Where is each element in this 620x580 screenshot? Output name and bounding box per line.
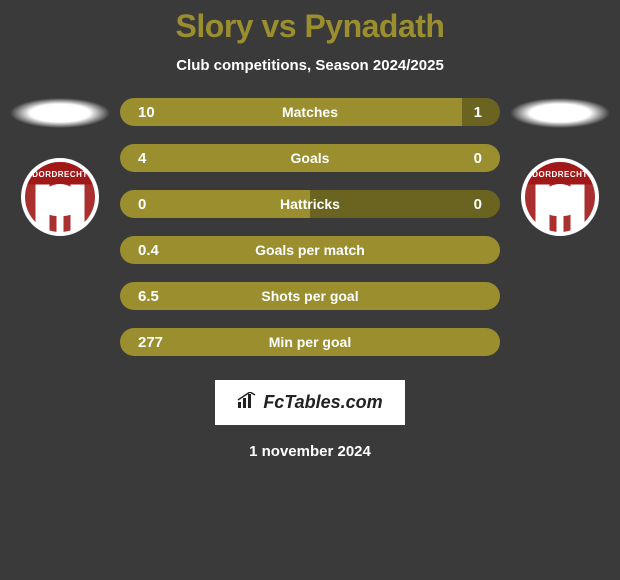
stat-left-value: 6.5 (138, 288, 178, 305)
club-left-logo-bg: DORDRECHT (25, 162, 95, 232)
club-right-logo-bg: DORDRECHT (525, 162, 595, 232)
club-left-logo-text: DORDRECHT (25, 170, 95, 179)
comparison-card: Slory vs Pynadath Club competitions, Sea… (0, 0, 620, 580)
stat-left-value: 277 (138, 334, 178, 351)
club-left-logo-mascot (41, 184, 79, 216)
stat-right-value: 0 (442, 150, 482, 167)
chart-icon (237, 392, 257, 413)
player-right-avatar (510, 98, 610, 128)
main-row: DORDRECHT 10 Matches 1 4 Goals 0 0 Hattr… (0, 98, 620, 356)
footer-brand-badge[interactable]: FcTables.com (215, 380, 404, 425)
player-right-col: DORDRECHT (500, 98, 620, 236)
stat-label: Min per goal (178, 334, 442, 350)
stat-left-value: 0 (138, 196, 178, 213)
club-right-logo-mascot (541, 184, 579, 216)
stat-row-goals-per-match: 0.4 Goals per match (120, 236, 500, 264)
stat-left-value: 0.4 (138, 242, 178, 259)
stat-label: Goals (178, 150, 442, 166)
stat-row-shots-per-goal: 6.5 Shots per goal (120, 282, 500, 310)
page-title: Slory vs Pynadath (176, 8, 445, 45)
club-right-logo: DORDRECHT (521, 158, 599, 236)
subtitle: Club competitions, Season 2024/2025 (176, 57, 444, 74)
club-left-logo: DORDRECHT (21, 158, 99, 236)
stats-column: 10 Matches 1 4 Goals 0 0 Hattricks 0 0.4… (120, 98, 500, 356)
stat-left-value: 4 (138, 150, 178, 167)
club-right-logo-text: DORDRECHT (525, 170, 595, 179)
stat-label: Shots per goal (178, 288, 442, 304)
stat-left-value: 10 (138, 104, 178, 121)
stat-right-value: 0 (442, 196, 482, 213)
stat-row-min-per-goal: 277 Min per goal (120, 328, 500, 356)
stat-row-hattricks: 0 Hattricks 0 (120, 190, 500, 218)
date-text: 1 november 2024 (249, 443, 371, 460)
player-left-avatar (10, 98, 110, 128)
stat-label: Goals per match (178, 242, 442, 258)
stat-row-matches: 10 Matches 1 (120, 98, 500, 126)
stat-label: Matches (178, 104, 442, 120)
stat-label: Hattricks (178, 196, 442, 212)
player-left-col: DORDRECHT (0, 98, 120, 236)
stat-row-goals: 4 Goals 0 (120, 144, 500, 172)
footer-brand-text: FcTables.com (263, 392, 382, 413)
stat-right-value: 1 (442, 104, 482, 121)
